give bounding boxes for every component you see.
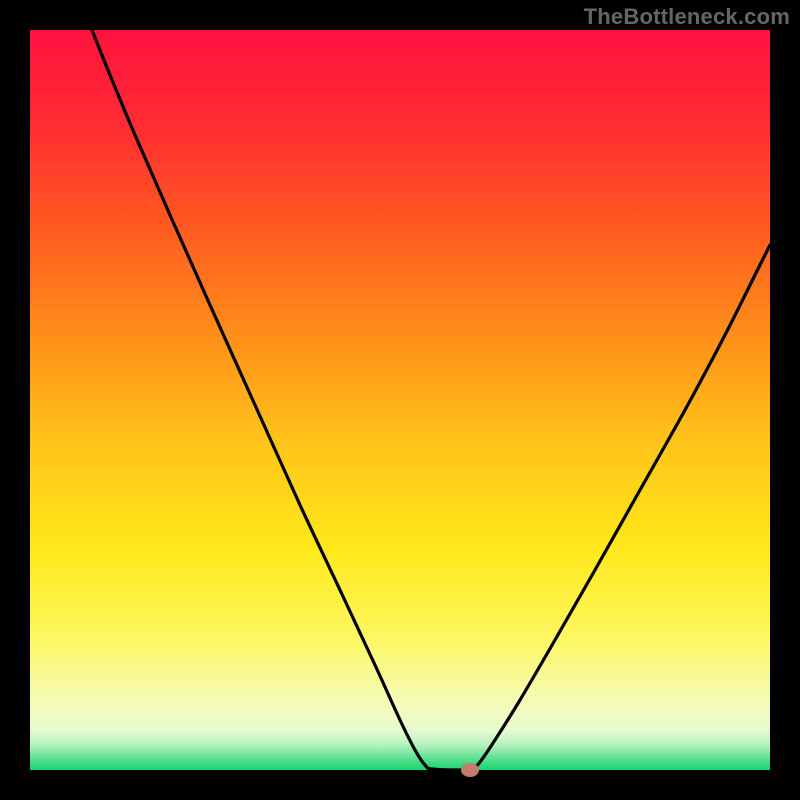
optimal-point-marker	[461, 763, 479, 777]
bottleneck-chart	[0, 0, 800, 800]
watermark-text: TheBottleneck.com	[584, 4, 790, 30]
chart-background	[30, 30, 770, 770]
